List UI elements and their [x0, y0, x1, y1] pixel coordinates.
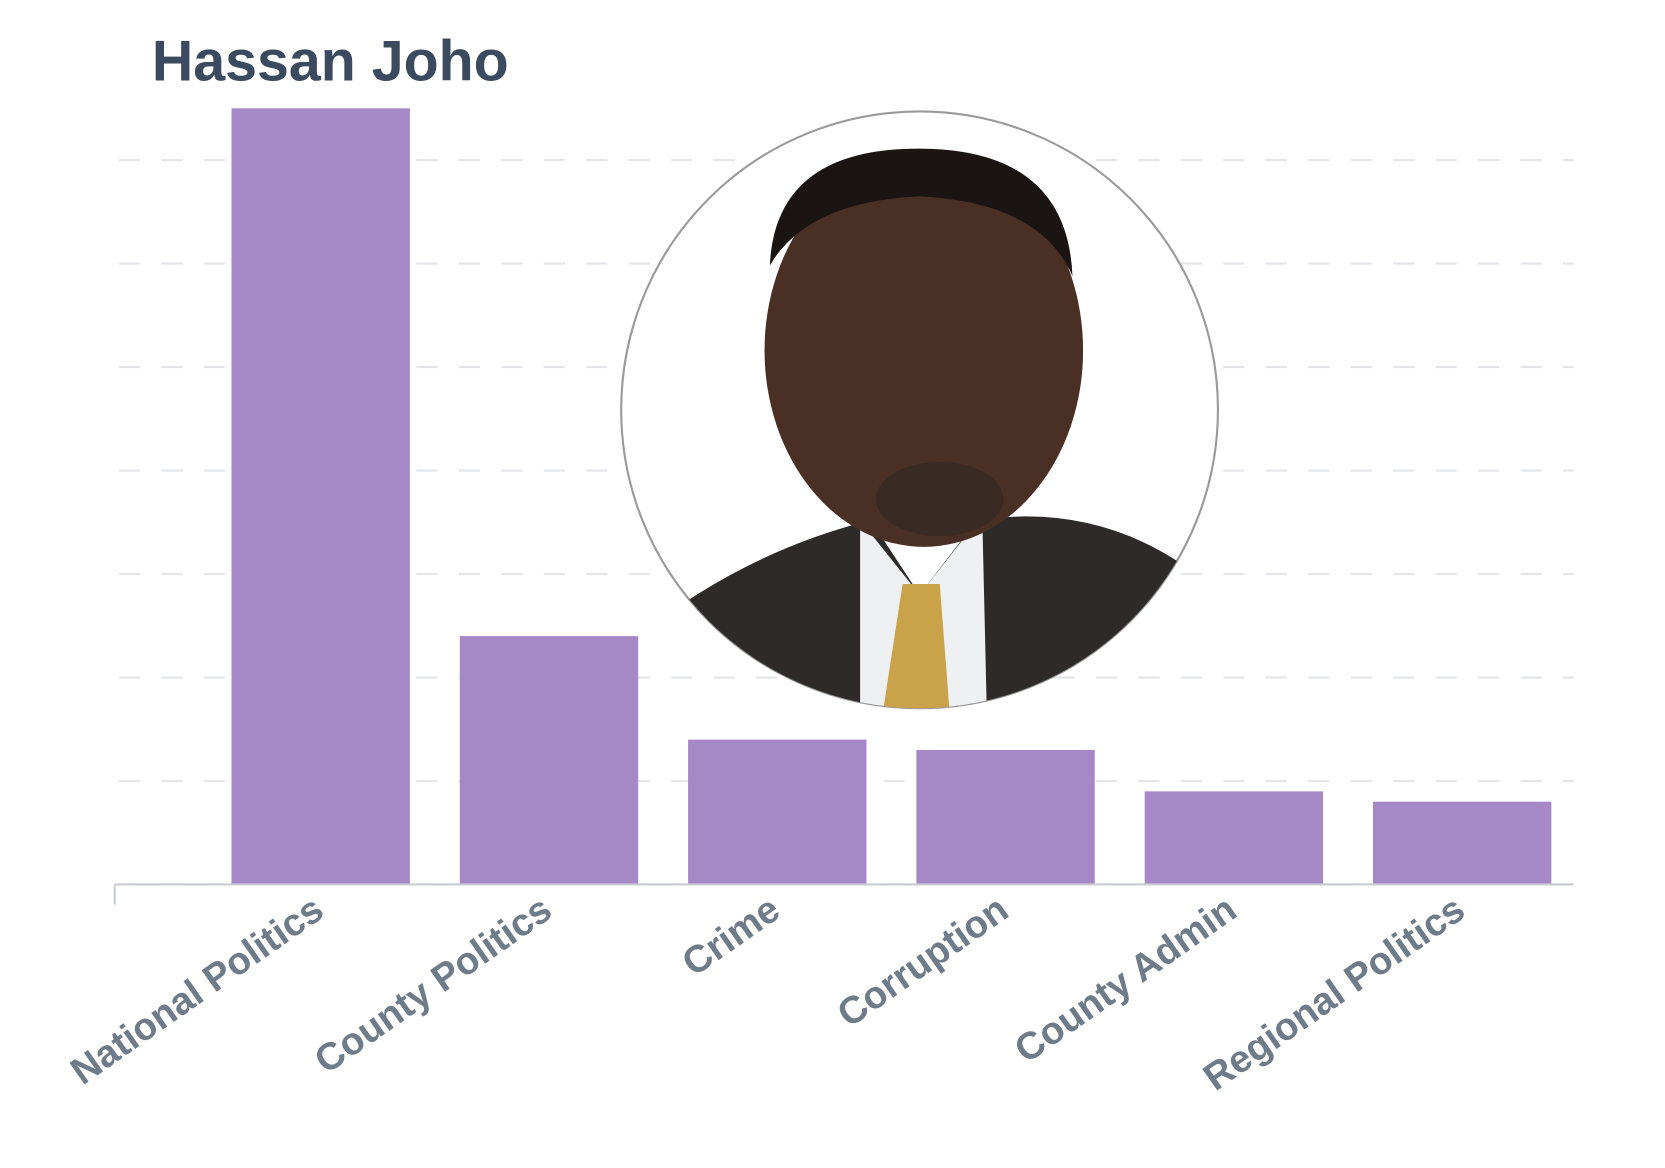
bar — [688, 740, 866, 885]
bar — [916, 750, 1094, 885]
chart-title: Hassan Joho — [152, 30, 509, 94]
bar — [460, 636, 638, 884]
bar — [1145, 791, 1323, 884]
bar — [1373, 802, 1551, 885]
bar — [232, 108, 410, 884]
chart: Hassan Joho National PoliticsCounty Poli… — [0, 0, 1665, 1168]
page: {"chart_data": {"type": "bar", "title": … — [0, 0, 1665, 1168]
